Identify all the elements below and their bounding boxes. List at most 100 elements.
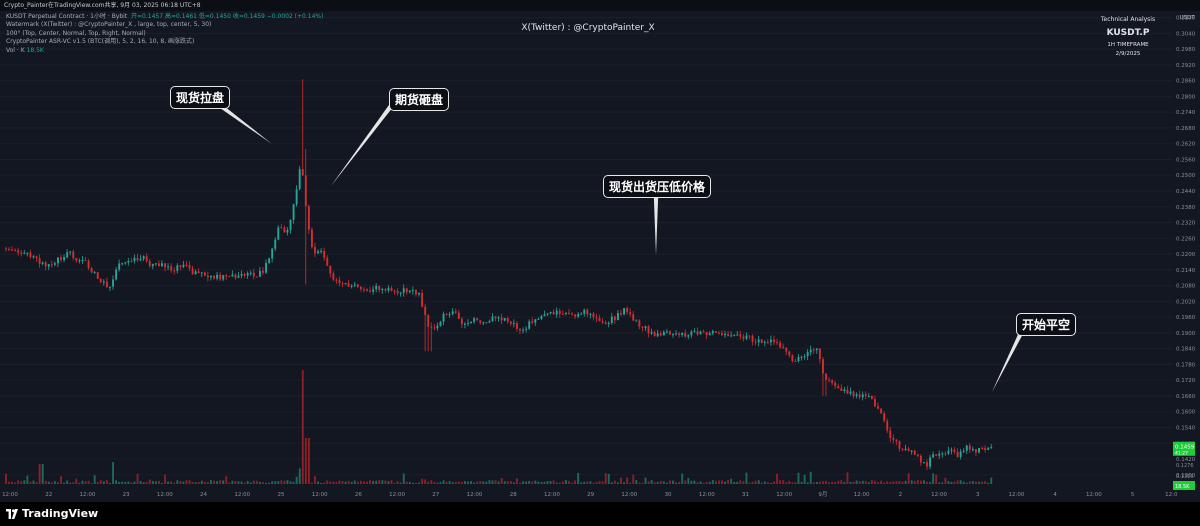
price-tick-label: 0.2620: [1176, 142, 1196, 148]
volume-bar: [234, 481, 237, 484]
volume-bar: [981, 481, 984, 484]
volume-bar: [479, 481, 482, 484]
candle: [301, 169, 304, 176]
candle: [93, 272, 96, 274]
candle: [877, 406, 879, 409]
price-tick-label: 0.1360: [1176, 473, 1196, 479]
candle: [433, 327, 436, 329]
candle: [684, 332, 687, 337]
candle: [286, 230, 289, 233]
candle: [375, 285, 378, 290]
candle: [978, 447, 980, 453]
candle: [916, 454, 919, 456]
volume-bar: [210, 480, 212, 484]
candle: [136, 257, 139, 261]
volume-bar: [638, 482, 641, 484]
volume-bar: [26, 475, 29, 484]
volume-bar: [708, 481, 711, 484]
candle: [693, 331, 696, 333]
volume-bar: [531, 481, 534, 484]
volume-bar: [494, 480, 497, 484]
candle: [699, 331, 702, 335]
candle: [626, 308, 629, 313]
volume-bar: [124, 481, 127, 484]
volume-bar: [44, 480, 47, 484]
volume-tag: [1173, 481, 1195, 490]
volume-bar: [944, 477, 947, 484]
volume-bar: [926, 481, 928, 484]
candle: [454, 311, 457, 313]
volume-bar: [485, 481, 488, 484]
volume-bar: [583, 481, 586, 484]
volume-bar: [892, 481, 895, 484]
volume-bar: [950, 481, 953, 484]
volume-bar: [170, 481, 173, 484]
volume-bar: [445, 481, 448, 484]
volume-bar: [571, 482, 573, 484]
time-tick-label: 25: [277, 492, 284, 498]
last-price-value: 0.1459: [1175, 444, 1195, 450]
candle: [910, 450, 913, 452]
candle: [350, 285, 353, 287]
price-tick-label: 0.2680: [1176, 126, 1196, 132]
volume-bar: [607, 473, 610, 484]
candle: [277, 227, 280, 240]
candle: [782, 347, 785, 349]
candle: [742, 336, 745, 339]
volume-bar: [439, 482, 442, 484]
candle: [561, 313, 564, 315]
price-tick-label: 0.1660: [1176, 394, 1196, 400]
volume-bar: [880, 480, 883, 484]
time-tick-label: 12:00: [389, 492, 405, 498]
volume-bar: [5, 473, 7, 484]
time-tick-label: 12:00: [312, 492, 328, 498]
candle: [620, 313, 622, 315]
candle: [659, 333, 662, 336]
candle: [644, 326, 647, 328]
candle: [613, 316, 616, 321]
volume-bar: [408, 481, 411, 484]
candle: [109, 286, 111, 288]
candle: [956, 451, 959, 457]
volume-bar: [29, 481, 32, 484]
volume-bar: [788, 480, 791, 484]
candle: [739, 334, 742, 337]
volume-bar: [476, 481, 479, 484]
candle: [485, 322, 488, 324]
candle: [500, 317, 503, 321]
volume-bar: [436, 482, 439, 484]
volume-bar: [812, 482, 815, 484]
candle: [213, 275, 215, 279]
legend-vol-label: Vol · K: [6, 46, 25, 54]
volume-bar: [424, 479, 427, 484]
candle: [243, 274, 246, 276]
candle: [14, 249, 17, 251]
candle: [714, 331, 717, 333]
volume-bar: [197, 481, 200, 484]
candle: [482, 322, 485, 324]
candle: [421, 292, 424, 307]
volume-bar: [730, 478, 733, 484]
volume-bar: [219, 480, 222, 484]
candle: [601, 321, 604, 323]
candle: [121, 263, 124, 265]
volume-bar: [681, 473, 684, 484]
candle: [488, 321, 491, 323]
price-tick-label: 0.3040: [1176, 31, 1196, 37]
volume-bar: [907, 473, 910, 484]
candle: [809, 349, 812, 353]
candle: [534, 319, 537, 323]
candle: [173, 270, 176, 272]
candle: [669, 331, 671, 335]
volume-bar: [745, 472, 748, 484]
candle: [96, 272, 99, 279]
volume-bar: [421, 478, 424, 484]
time-tick-label: 24: [200, 492, 207, 498]
candle: [754, 341, 757, 343]
candle: [402, 288, 405, 293]
volume-bar: [457, 481, 460, 484]
candle: [445, 313, 448, 315]
volume-bar: [687, 478, 690, 484]
candle: [84, 260, 87, 262]
